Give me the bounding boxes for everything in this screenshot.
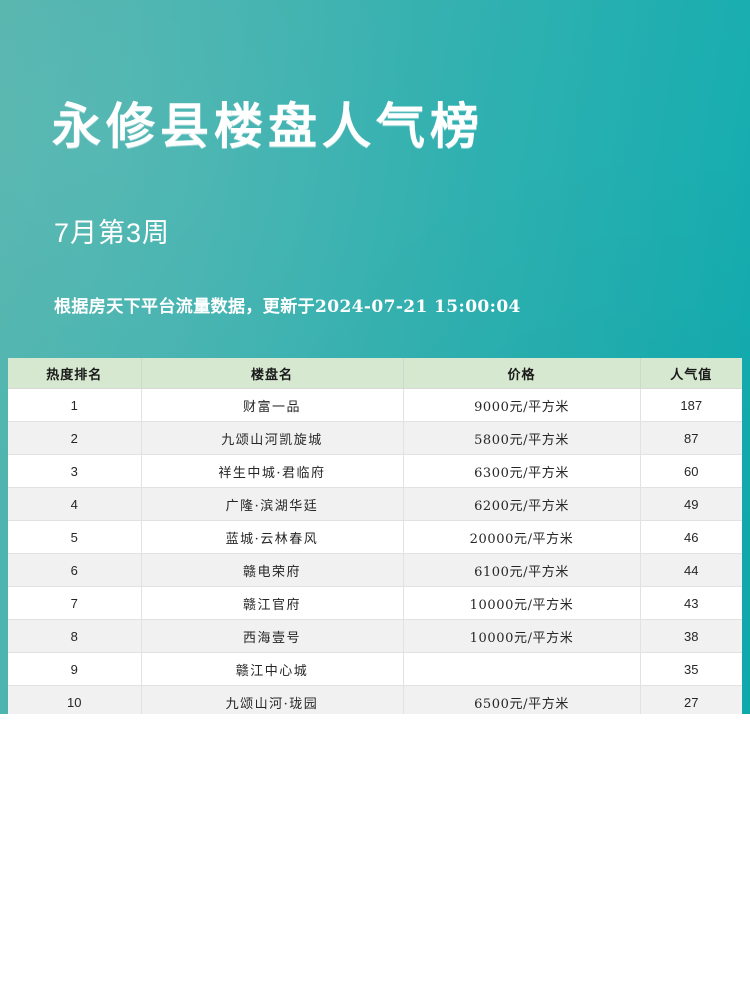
table-row: 10 九颂山河·珑园 6500元/平方米 27	[8, 685, 742, 718]
cell-name: 赣电荣府	[141, 553, 404, 587]
cell-name: 九颂山河凯旋城	[141, 421, 404, 455]
table-header: 热度排名 楼盘名 价格 人气值	[8, 358, 742, 389]
cell-price	[403, 652, 641, 686]
cell-rank: 2	[8, 421, 142, 455]
cell-name: 赣江官府	[141, 586, 404, 620]
cell-price: 9000元/平方米	[403, 388, 641, 422]
cell-heat: 43	[640, 586, 742, 620]
cell-name: 财富一品	[141, 388, 404, 422]
cell-rank: 5	[8, 520, 142, 554]
column-header-name: 楼盘名	[141, 358, 404, 389]
cell-price: 6100元/平方米	[403, 553, 641, 587]
cell-heat: 87	[640, 421, 742, 455]
cell-price: 6300元/平方米	[403, 454, 641, 488]
cell-heat: 49	[640, 487, 742, 521]
ranking-table: 热度排名 楼盘名 价格 人气值 1 财富一品 9000元/平方米 187 2 九颂山河凯旋…	[8, 358, 742, 718]
cell-heat: 44	[640, 553, 742, 587]
page-title: 永修县楼盘人气榜	[52, 97, 485, 155]
column-header-rank: 热度排名	[8, 358, 142, 389]
cell-rank: 7	[8, 586, 142, 620]
cell-price: 10000元/平方米	[403, 619, 641, 653]
cell-name: 广隆·滨湖华廷	[141, 487, 404, 521]
cell-rank: 1	[8, 388, 142, 422]
table-row: 4 广隆·滨湖华廷 6200元/平方米 49	[8, 487, 742, 521]
table-row: 5 蓝城·云林春风 20000元/平方米 46	[8, 520, 742, 554]
table-row: 8 西海壹号 10000元/平方米 38	[8, 619, 742, 653]
cell-price: 20000元/平方米	[403, 520, 641, 554]
cell-heat: 35	[640, 652, 742, 686]
column-header-heat: 人气值	[640, 358, 742, 389]
page-subtitle-week: 7月第3周	[54, 218, 171, 248]
table-header-row: 热度排名 楼盘名 价格 人气值	[8, 358, 742, 389]
cell-rank: 10	[8, 685, 142, 718]
cell-heat: 187	[640, 388, 742, 422]
table-row: 3 祥生中城·君临府 6300元/平方米 60	[8, 454, 742, 488]
cell-rank: 3	[8, 454, 142, 488]
table-row: 6 赣电荣府 6100元/平方米 44	[8, 553, 742, 587]
cell-price: 10000元/平方米	[403, 586, 641, 620]
cell-heat: 46	[640, 520, 742, 554]
table-row: 2 九颂山河凯旋城 5800元/平方米 87	[8, 421, 742, 455]
column-header-price: 价格	[403, 358, 641, 389]
data-source-note: 根据房天下平台流量数据，更新于2024-07-21 15:00:04	[54, 297, 521, 317]
cell-rank: 9	[8, 652, 142, 686]
ranking-table-container: 热度排名 楼盘名 价格 人气值 1 财富一品 9000元/平方米 187 2 九颂山河凯旋…	[8, 358, 742, 718]
cell-name: 赣江中心城	[141, 652, 404, 686]
table-row: 7 赣江官府 10000元/平方米 43	[8, 586, 742, 620]
cell-price: 5800元/平方米	[403, 421, 641, 455]
cell-heat: 38	[640, 619, 742, 653]
cell-rank: 4	[8, 487, 142, 521]
cell-name: 西海壹号	[141, 619, 404, 653]
table-row: 9 赣江中心城 35	[8, 652, 742, 686]
table-row: 1 财富一品 9000元/平方米 187	[8, 388, 742, 422]
cell-rank: 8	[8, 619, 142, 653]
cell-name: 九颂山河·珑园	[141, 685, 404, 718]
cell-name: 蓝城·云林春风	[141, 520, 404, 554]
cell-price: 6200元/平方米	[403, 487, 641, 521]
cell-name: 祥生中城·君临府	[141, 454, 404, 488]
cell-rank: 6	[8, 553, 142, 587]
bottom-white-area	[0, 714, 750, 1000]
cell-price: 6500元/平方米	[403, 685, 641, 718]
table-body: 1 财富一品 9000元/平方米 187 2 九颂山河凯旋城 5800元/平方米 87 3 祥生中…	[8, 388, 742, 718]
cell-heat: 60	[640, 454, 742, 488]
cell-heat: 27	[640, 685, 742, 718]
